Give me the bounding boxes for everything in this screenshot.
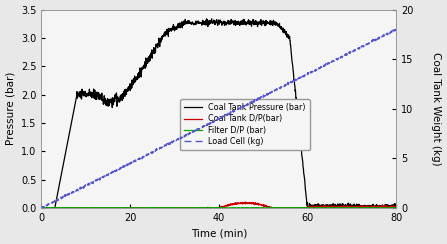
- Filter D/P (bar): [220, 206, 226, 209]
- Filter D/P (bar): [240, 206, 245, 209]
- Load Cell (kg): [199, 125, 205, 128]
- Coal Tank D/P(bar): [199, 206, 205, 209]
- Coal Tank Pressure (bar): [283, 30, 289, 33]
- Filter D/P (bar): [46, 206, 51, 209]
- Line: Coal Tank D/P(bar): Coal Tank D/P(bar): [42, 202, 396, 208]
- Coal Tank Pressure (bar): [46, 207, 51, 210]
- Coal Tank D/P(bar): [220, 205, 226, 208]
- Coal Tank D/P(bar): [371, 207, 376, 210]
- Coal Tank Pressure (bar): [39, 207, 44, 210]
- Filter D/P (bar): [39, 206, 44, 209]
- Filter D/P (bar): [199, 206, 205, 209]
- Load Cell (kg): [102, 174, 108, 177]
- Coal Tank D/P(bar): [39, 207, 44, 210]
- Line: Coal Tank Pressure (bar): Coal Tank Pressure (bar): [42, 19, 396, 208]
- Coal Tank Pressure (bar): [371, 205, 376, 208]
- Load Cell (kg): [220, 115, 226, 118]
- Line: Filter D/P (bar): Filter D/P (bar): [42, 207, 396, 208]
- Load Cell (kg): [46, 203, 51, 206]
- Legend: Coal Tank Pressure (bar), Coal Tank D/P(bar), Filter D/P (bar), Load Cell (kg): Coal Tank Pressure (bar), Coal Tank D/P(…: [180, 99, 310, 150]
- Coal Tank D/P(bar): [46, 206, 51, 209]
- Coal Tank Pressure (bar): [393, 204, 399, 207]
- Load Cell (kg): [371, 39, 376, 42]
- Filter D/P (bar): [42, 207, 48, 210]
- Filter D/P (bar): [371, 206, 376, 209]
- Coal Tank Pressure (bar): [220, 20, 226, 23]
- Coal Tank D/P(bar): [284, 207, 289, 210]
- Filter D/P (bar): [393, 206, 399, 209]
- Line: Load Cell (kg): Load Cell (kg): [42, 29, 396, 208]
- Coal Tank D/P(bar): [102, 207, 108, 210]
- Coal Tank D/P(bar): [39, 207, 44, 210]
- Load Cell (kg): [283, 84, 289, 87]
- Filter D/P (bar): [284, 206, 289, 209]
- Load Cell (kg): [393, 28, 399, 31]
- Load Cell (kg): [39, 207, 44, 210]
- Coal Tank Pressure (bar): [204, 17, 209, 20]
- Coal Tank D/P(bar): [393, 205, 399, 208]
- Y-axis label: Coal Tank Weight (kg): Coal Tank Weight (kg): [431, 52, 442, 166]
- Y-axis label: Pressure (bar): Pressure (bar): [5, 72, 16, 145]
- Coal Tank Pressure (bar): [102, 98, 108, 101]
- X-axis label: Time (min): Time (min): [190, 228, 247, 238]
- Coal Tank Pressure (bar): [199, 24, 205, 27]
- Filter D/P (bar): [102, 206, 108, 209]
- Coal Tank D/P(bar): [243, 201, 248, 203]
